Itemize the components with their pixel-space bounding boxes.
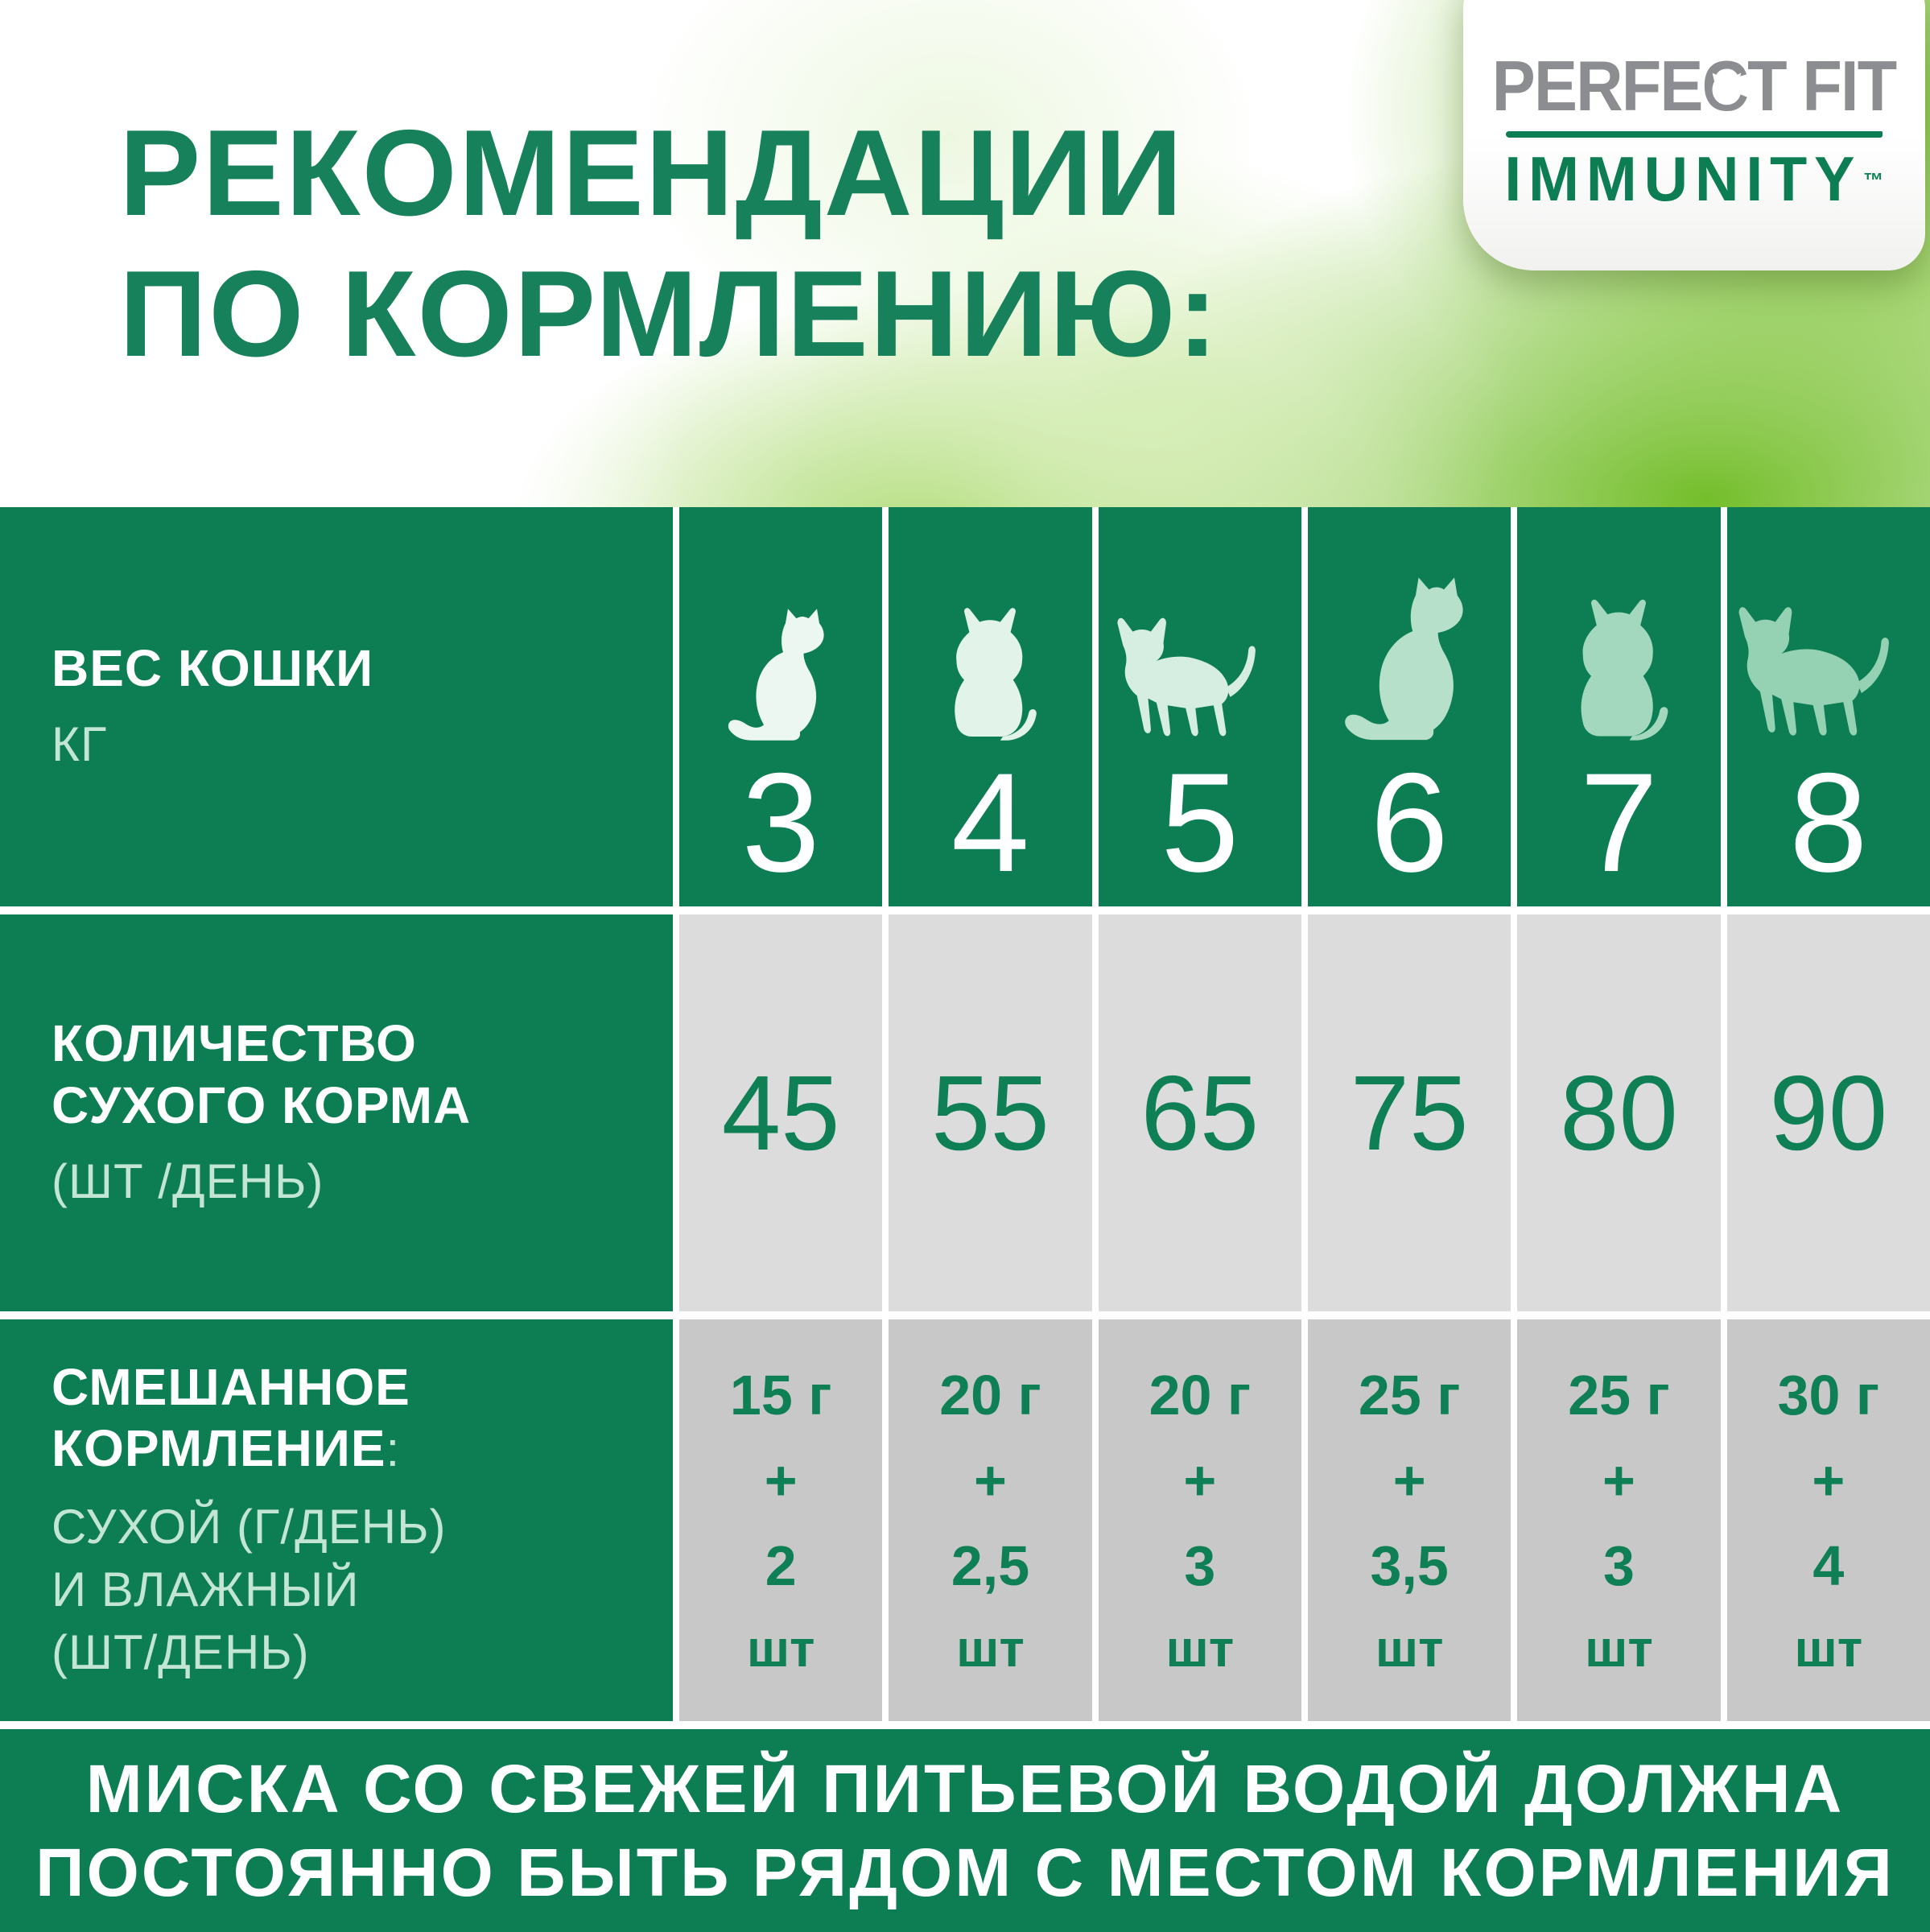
brand-wordmark-right: T FIT — [1747, 46, 1898, 126]
dry-food-label-line2: СУХОГО КОРМА — [52, 1075, 472, 1134]
mixed-unit-line2: И ВЛАЖНЫЙ — [52, 1563, 360, 1617]
cat-silhouette-icon — [926, 601, 1054, 743]
dry-food-unit: (ШТ /ДЕНЬ) — [52, 1154, 324, 1209]
plus-sign: + — [1183, 1448, 1217, 1512]
dry-amount-cell-3kg: 45 — [679, 914, 883, 1311]
cat-silhouette-icon — [1550, 592, 1687, 743]
mixed-dry-grams: 20 г — [939, 1363, 1041, 1426]
mixed-wet-count: 3 — [1184, 1534, 1216, 1597]
mixed-label-colon: : — [386, 1422, 401, 1477]
mixed-wet-unit: шт — [1794, 1619, 1863, 1678]
mixed-cell-3kg: 15 г + 2 шт — [679, 1319, 883, 1721]
plus-sign: + — [974, 1448, 1007, 1512]
weight-value: 5 — [1161, 745, 1239, 902]
dry-amount-cell-7kg: 80 — [1517, 914, 1721, 1311]
dry-amount-value: 55 — [931, 1053, 1050, 1172]
plus-sign: + — [1392, 1448, 1426, 1512]
brand-logo-card: PERFECT FIT IMMUNITY™ — [1463, 0, 1925, 270]
mixed-wet-unit: шт — [956, 1619, 1025, 1678]
page-title: РЕКОМЕНДАЦИИ ПО КОРМЛЕНИЮ: — [119, 103, 1219, 385]
weight-column-6kg: 6 — [1307, 507, 1511, 906]
weight-value: 8 — [1789, 745, 1868, 902]
mixed-dry-grams: 25 г — [1568, 1363, 1670, 1426]
dry-amount-cell-4kg: 55 — [889, 914, 1092, 1311]
dry-amount-cell-6kg: 75 — [1307, 914, 1511, 1311]
mixed-cell-4kg: 20 г + 2,5 шт — [889, 1319, 1092, 1721]
cat-weight-label: ВЕС КОШКИ — [52, 638, 374, 697]
dry-amount-value: 65 — [1140, 1053, 1260, 1172]
weight-value: 4 — [951, 745, 1030, 902]
mixed-dry-grams: 20 г — [1149, 1363, 1252, 1426]
dry-amount-cell-5kg: 65 — [1098, 914, 1301, 1311]
weight-value: 3 — [741, 745, 820, 902]
weight-column-5kg: 5 — [1098, 507, 1301, 906]
mixed-cell-8kg: 30 г + 4 шт — [1726, 1319, 1930, 1721]
weight-column-4kg: 4 — [889, 507, 1092, 906]
row-header-mixed-feeding: СМЕШАННОЕ КОРМЛЕНИЕ: СУХОЙ (Г/ДЕНЬ) И ВЛ… — [0, 1319, 673, 1721]
brand-wordmark-left: PERFE — [1492, 46, 1704, 126]
weight-column-8kg: 8 — [1726, 507, 1930, 906]
water-advice-banner: МИСКА СО СВЕЖЕЙ ПИТЬЕВОЙ ВОДОЙ ДОЛЖНА ПО… — [0, 1729, 1930, 1932]
row-header-dry-food: КОЛИЧЕСТВО СУХОГО КОРМА (ШТ /ДЕНЬ) — [0, 914, 673, 1311]
mixed-cell-5kg: 20 г + 3 шт — [1098, 1319, 1301, 1721]
cat-weight-unit: КГ — [52, 717, 108, 772]
dry-amount-cell-8kg: 90 — [1726, 914, 1930, 1311]
cat-silhouette-icon — [1335, 572, 1484, 743]
dry-amount-value: 90 — [1769, 1053, 1888, 1172]
mixed-wet-unit: шт — [1375, 1619, 1444, 1678]
mixed-cell-7kg: 25 г + 3 шт — [1517, 1319, 1721, 1721]
mixed-wet-unit: шт — [1165, 1619, 1235, 1678]
mixed-wet-count: 4 — [1812, 1534, 1845, 1597]
weight-column-3kg: 3 — [679, 507, 883, 906]
brand-letter-c: C — [1702, 51, 1749, 122]
page-title-line2: ПО КОРМЛЕНИЮ: — [119, 245, 1220, 382]
mixed-wet-count: 2 — [765, 1534, 797, 1597]
water-advice-line1: МИСКА СО СВЕЖЕЙ ПИТЬЕВОЙ ВОДОЙ ДОЛЖНА — [85, 1750, 1845, 1827]
mixed-wet-count: 2,5 — [951, 1534, 1030, 1597]
weight-value: 6 — [1370, 745, 1449, 902]
cat-head-icon — [1713, 72, 1742, 105]
feeding-table: ВЕС КОШКИ КГ 3 4 5 6 7 8 КОЛИЧЕСТ — [0, 507, 1930, 1721]
mixed-dry-grams: 25 г — [1358, 1363, 1461, 1426]
mixed-wet-count: 3,5 — [1370, 1534, 1449, 1597]
brand-subbrand: IMMUNITY™ — [1504, 143, 1884, 214]
weight-column-7kg: 7 — [1517, 507, 1721, 906]
cat-silhouette-icon — [720, 604, 841, 743]
mixed-dry-grams: 15 г — [729, 1363, 832, 1426]
cat-silhouette-icon — [1730, 592, 1927, 743]
mixed-cell-6kg: 25 г + 3,5 шт — [1307, 1319, 1511, 1721]
mixed-unit-line1: СУХОЙ (Г/ДЕНЬ) — [52, 1500, 447, 1554]
dry-amount-value: 80 — [1560, 1053, 1678, 1172]
mixed-dry-grams: 30 г — [1777, 1363, 1880, 1426]
mixed-wet-unit: шт — [746, 1619, 815, 1678]
mixed-unit-line3: (ШТ/ДЕНЬ) — [52, 1625, 310, 1680]
dry-food-label-line1: КОЛИЧЕСТВО — [52, 1013, 417, 1072]
trademark-symbol: ™ — [1863, 168, 1884, 193]
cat-silhouette-icon — [1109, 604, 1290, 743]
brand-wordmark: PERFECT FIT — [1492, 51, 1897, 122]
dry-amount-value: 45 — [721, 1053, 840, 1172]
plus-sign: + — [1602, 1448, 1635, 1512]
row-header-cat-weight: ВЕС КОШКИ КГ — [0, 507, 673, 906]
dry-amount-value: 75 — [1350, 1053, 1469, 1172]
page-title-line1: РЕКОМЕНДАЦИИ — [119, 105, 1185, 242]
brand-divider-stroke — [1506, 131, 1883, 138]
mixed-label-line1: СМЕШАННОЕ — [52, 1357, 410, 1416]
plus-sign: + — [764, 1448, 798, 1512]
mixed-wet-unit: шт — [1585, 1619, 1653, 1678]
weight-value: 7 — [1579, 745, 1659, 902]
hero-background: РЕКОМЕНДАЦИИ ПО КОРМЛЕНИЮ: PERFECT FIT I… — [0, 0, 1930, 507]
mixed-label-line2: КОРМЛЕНИЕ: — [52, 1419, 401, 1478]
mixed-wet-count: 3 — [1603, 1534, 1635, 1597]
plus-sign: + — [1812, 1448, 1845, 1512]
water-advice-line2: ПОСТОЯННО БЫТЬ РЯДОМ С МЕСТОМ КОРМЛЕНИЯ — [35, 1835, 1895, 1910]
